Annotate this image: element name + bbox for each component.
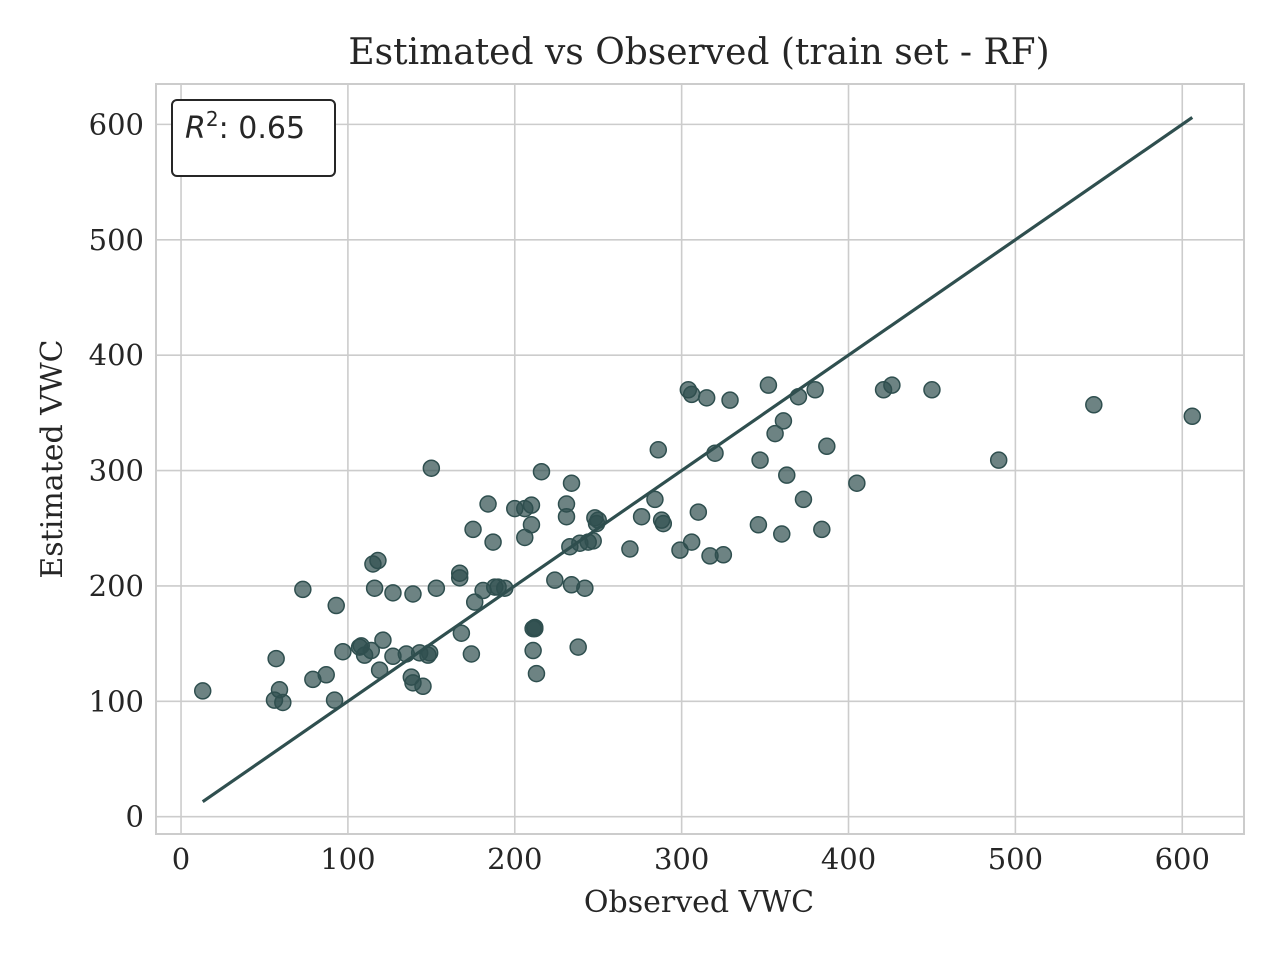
data-point: [654, 514, 673, 533]
data-point: [527, 664, 546, 683]
data-point: [365, 579, 384, 597]
data-point: [479, 495, 497, 513]
data-point: [422, 459, 441, 477]
data-point: [589, 511, 607, 529]
data-point: [370, 661, 389, 679]
data-point: [774, 412, 793, 430]
data-point: [706, 444, 724, 462]
data-point: [883, 376, 901, 394]
data-point: [532, 462, 551, 481]
data-point: [813, 520, 831, 539]
data-point: [848, 474, 866, 492]
x-tick-label: 300: [654, 842, 709, 876]
y-tick-label: 500: [89, 223, 144, 257]
data-point: [632, 507, 651, 526]
data-point: [414, 677, 432, 696]
grid: [156, 84, 1244, 834]
data-point: [404, 585, 422, 603]
data-point: [546, 571, 564, 589]
data-point: [325, 691, 344, 709]
data-point: [759, 376, 778, 394]
data-point: [789, 387, 808, 406]
data-point: [496, 579, 514, 597]
data-point: [778, 466, 796, 484]
y-tick-label: 200: [89, 569, 144, 603]
data-points: [193, 376, 1202, 712]
data-point: [294, 580, 312, 599]
y-tick-label: 400: [89, 338, 144, 372]
data-point: [989, 451, 1008, 469]
data-point: [697, 389, 716, 407]
data-point: [576, 579, 594, 597]
data-point: [562, 474, 581, 492]
data-point: [464, 520, 482, 539]
data-point: [522, 516, 541, 534]
data-point: [766, 424, 784, 443]
data-point: [649, 441, 668, 459]
x-tick-label: 100: [320, 842, 375, 876]
data-point: [584, 532, 602, 550]
data-point: [484, 533, 502, 551]
data-point: [749, 516, 768, 534]
y-tick-label: 300: [89, 454, 144, 488]
data-point: [818, 437, 836, 456]
data-point: [621, 540, 639, 558]
x-tick-label: 600: [1155, 842, 1210, 876]
plot-frame: [155, 83, 1245, 835]
data-point: [362, 641, 381, 660]
data-point: [526, 619, 544, 638]
data-point: [714, 546, 733, 564]
r2-box: [171, 99, 336, 177]
r2-annotation: R2: 0.65: [171, 99, 336, 177]
x-tick-label: 400: [821, 842, 876, 876]
data-point: [1183, 407, 1202, 426]
svg-text:R2: 0.65: R2: 0.65: [185, 107, 305, 146]
data-point: [794, 490, 813, 509]
data-point: [317, 666, 335, 684]
data-point: [450, 569, 469, 587]
data-point: [274, 693, 292, 712]
data-point: [923, 381, 941, 399]
data-point: [689, 503, 708, 521]
data-point: [682, 385, 701, 404]
data-point: [806, 381, 824, 399]
data-point: [522, 496, 541, 514]
data-point: [369, 551, 387, 570]
x-axis-label: Observed VWC: [584, 885, 814, 920]
data-point: [682, 533, 701, 551]
data-point: [557, 507, 576, 526]
data-point: [524, 641, 542, 660]
data-point: [427, 579, 446, 597]
data-point: [327, 596, 345, 615]
chart-title: Estimated vs Observed (train set - RF): [348, 32, 1049, 73]
data-point: [462, 645, 481, 663]
data-point: [1085, 396, 1103, 414]
data-point: [193, 682, 212, 700]
y-tick-label: 600: [89, 107, 144, 141]
y-tick-label: 0: [126, 800, 144, 834]
tick-labels: 0 100 200 300 400 500 600 0 100 200 300 400 500 600: [89, 107, 1210, 876]
x-tick-label: 500: [988, 842, 1043, 876]
r2-value: : 0.65: [219, 111, 305, 146]
data-point: [334, 642, 352, 661]
data-point: [452, 624, 471, 642]
data-point: [721, 391, 739, 409]
r2-label: R: [185, 111, 206, 146]
data-point: [751, 451, 769, 469]
x-tick-label: 200: [487, 842, 542, 876]
y-axis-label: Estimated VWC: [35, 339, 70, 578]
y-tick-label: 100: [89, 684, 144, 718]
data-point: [374, 631, 392, 649]
data-point: [267, 649, 285, 668]
r2-superscript: 2: [206, 107, 219, 131]
data-point: [569, 638, 587, 656]
data-point: [384, 584, 402, 602]
data-point: [420, 644, 439, 662]
data-point: [646, 490, 664, 509]
reference-line: [201, 116, 1194, 804]
x-tick-label: 0: [172, 842, 190, 876]
data-point: [773, 525, 791, 543]
